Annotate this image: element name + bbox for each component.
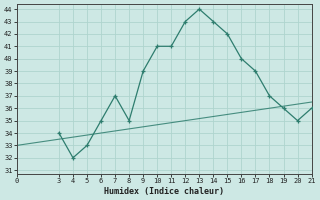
X-axis label: Humidex (Indice chaleur): Humidex (Indice chaleur) [104, 187, 224, 196]
